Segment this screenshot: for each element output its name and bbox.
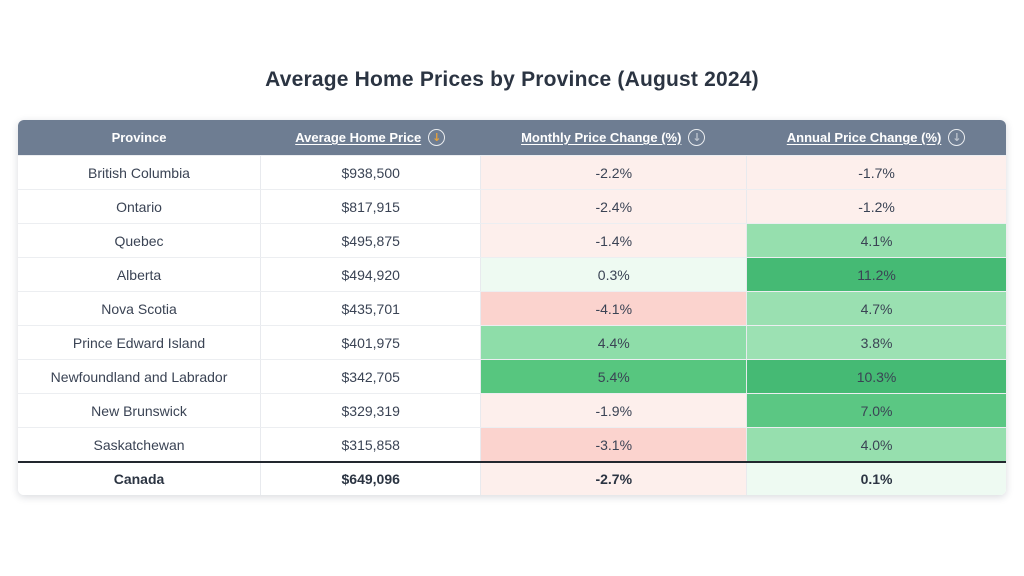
column-header-province: Province	[111, 130, 167, 145]
table-row: New Brunswick $329,319 -1.9% 7.0%	[18, 393, 1006, 427]
table-header-row: Province Average Home Price ↓ Monthly Pr…	[18, 120, 1006, 155]
table-row: Ontario $817,915 -2.4% -1.2%	[18, 189, 1006, 223]
cell-monthly-change: -2.2%	[480, 156, 747, 189]
page-title: Average Home Prices by Province (August …	[265, 68, 759, 91]
cell-monthly-change: 4.4%	[480, 326, 747, 359]
cell-annual-change: 10.3%	[746, 360, 1006, 393]
cell-average-price: $435,701	[260, 292, 480, 325]
cell-average-price: $494,920	[260, 258, 480, 291]
column-header-monthly-price-change[interactable]: Monthly Price Change (%) ↓	[480, 120, 746, 155]
cell-province: Saskatchewan	[93, 436, 185, 453]
home-prices-table: Province Average Home Price ↓ Monthly Pr…	[18, 120, 1006, 495]
cell-annual-change: -1.7%	[746, 156, 1006, 189]
table-footer-row-canada: Canada $649,096 -2.7% 0.1%	[18, 461, 1006, 495]
cell-average-price: $401,975	[260, 326, 480, 359]
table-row: Saskatchewan $315,858 -3.1% 4.0%	[18, 427, 1006, 461]
cell-monthly-change: 5.4%	[480, 360, 747, 393]
table-row: Quebec $495,875 -1.4% 4.1%	[18, 223, 1006, 257]
cell-annual-change: 11.2%	[746, 258, 1006, 291]
cell-annual-change: 0.1%	[746, 463, 1006, 495]
cell-province: Alberta	[116, 266, 162, 283]
cell-monthly-change: -3.1%	[480, 428, 747, 461]
cell-average-price: $649,096	[260, 463, 480, 495]
table-row: British Columbia $938,500 -2.2% -1.7%	[18, 155, 1006, 189]
column-header-average-home-price[interactable]: Average Home Price ↓	[260, 120, 480, 155]
cell-monthly-change: -2.7%	[480, 463, 747, 495]
cell-annual-change: 4.7%	[746, 292, 1006, 325]
table-row: Prince Edward Island $401,975 4.4% 3.8%	[18, 325, 1006, 359]
cell-monthly-change: -1.4%	[480, 224, 747, 257]
cell-annual-change: -1.2%	[746, 190, 1006, 223]
cell-average-price: $315,858	[260, 428, 480, 461]
cell-province: Prince Edward Island	[72, 334, 206, 351]
cell-average-price: $495,875	[260, 224, 480, 257]
column-header-annual-price-change[interactable]: Annual Price Change (%) ↓	[746, 120, 1006, 155]
cell-monthly-change: 0.3%	[480, 258, 747, 291]
sort-icon[interactable]: ↓	[948, 129, 966, 146]
cell-province: Nova Scotia	[101, 300, 177, 317]
cell-province: Ontario	[116, 198, 162, 215]
table-row: Newfoundland and Labrador $342,705 5.4% …	[18, 359, 1006, 393]
cell-province: Quebec	[114, 232, 164, 249]
table-row: Alberta $494,920 0.3% 11.2%	[18, 257, 1006, 291]
cell-average-price: $329,319	[260, 394, 480, 427]
cell-average-price: $938,500	[260, 156, 480, 189]
cell-province: Newfoundland and Labrador	[50, 368, 228, 385]
cell-monthly-change: -4.1%	[480, 292, 747, 325]
cell-monthly-change: -1.9%	[480, 394, 747, 427]
table-row: Nova Scotia $435,701 -4.1% 4.7%	[18, 291, 1006, 325]
sort-descending-active-icon[interactable]: ↓	[428, 129, 446, 146]
cell-annual-change: 3.8%	[746, 326, 1006, 359]
cell-monthly-change: -2.4%	[480, 190, 747, 223]
cell-average-price: $342,705	[260, 360, 480, 393]
cell-province: New Brunswick	[91, 402, 187, 419]
cell-annual-change: 7.0%	[746, 394, 1006, 427]
cell-annual-change: 4.0%	[746, 428, 1006, 461]
cell-province: British Columbia	[88, 164, 190, 181]
cell-average-price: $817,915	[260, 190, 480, 223]
sort-icon[interactable]: ↓	[688, 129, 706, 146]
cell-annual-change: 4.1%	[746, 224, 1006, 257]
cell-province: Canada	[113, 471, 165, 487]
